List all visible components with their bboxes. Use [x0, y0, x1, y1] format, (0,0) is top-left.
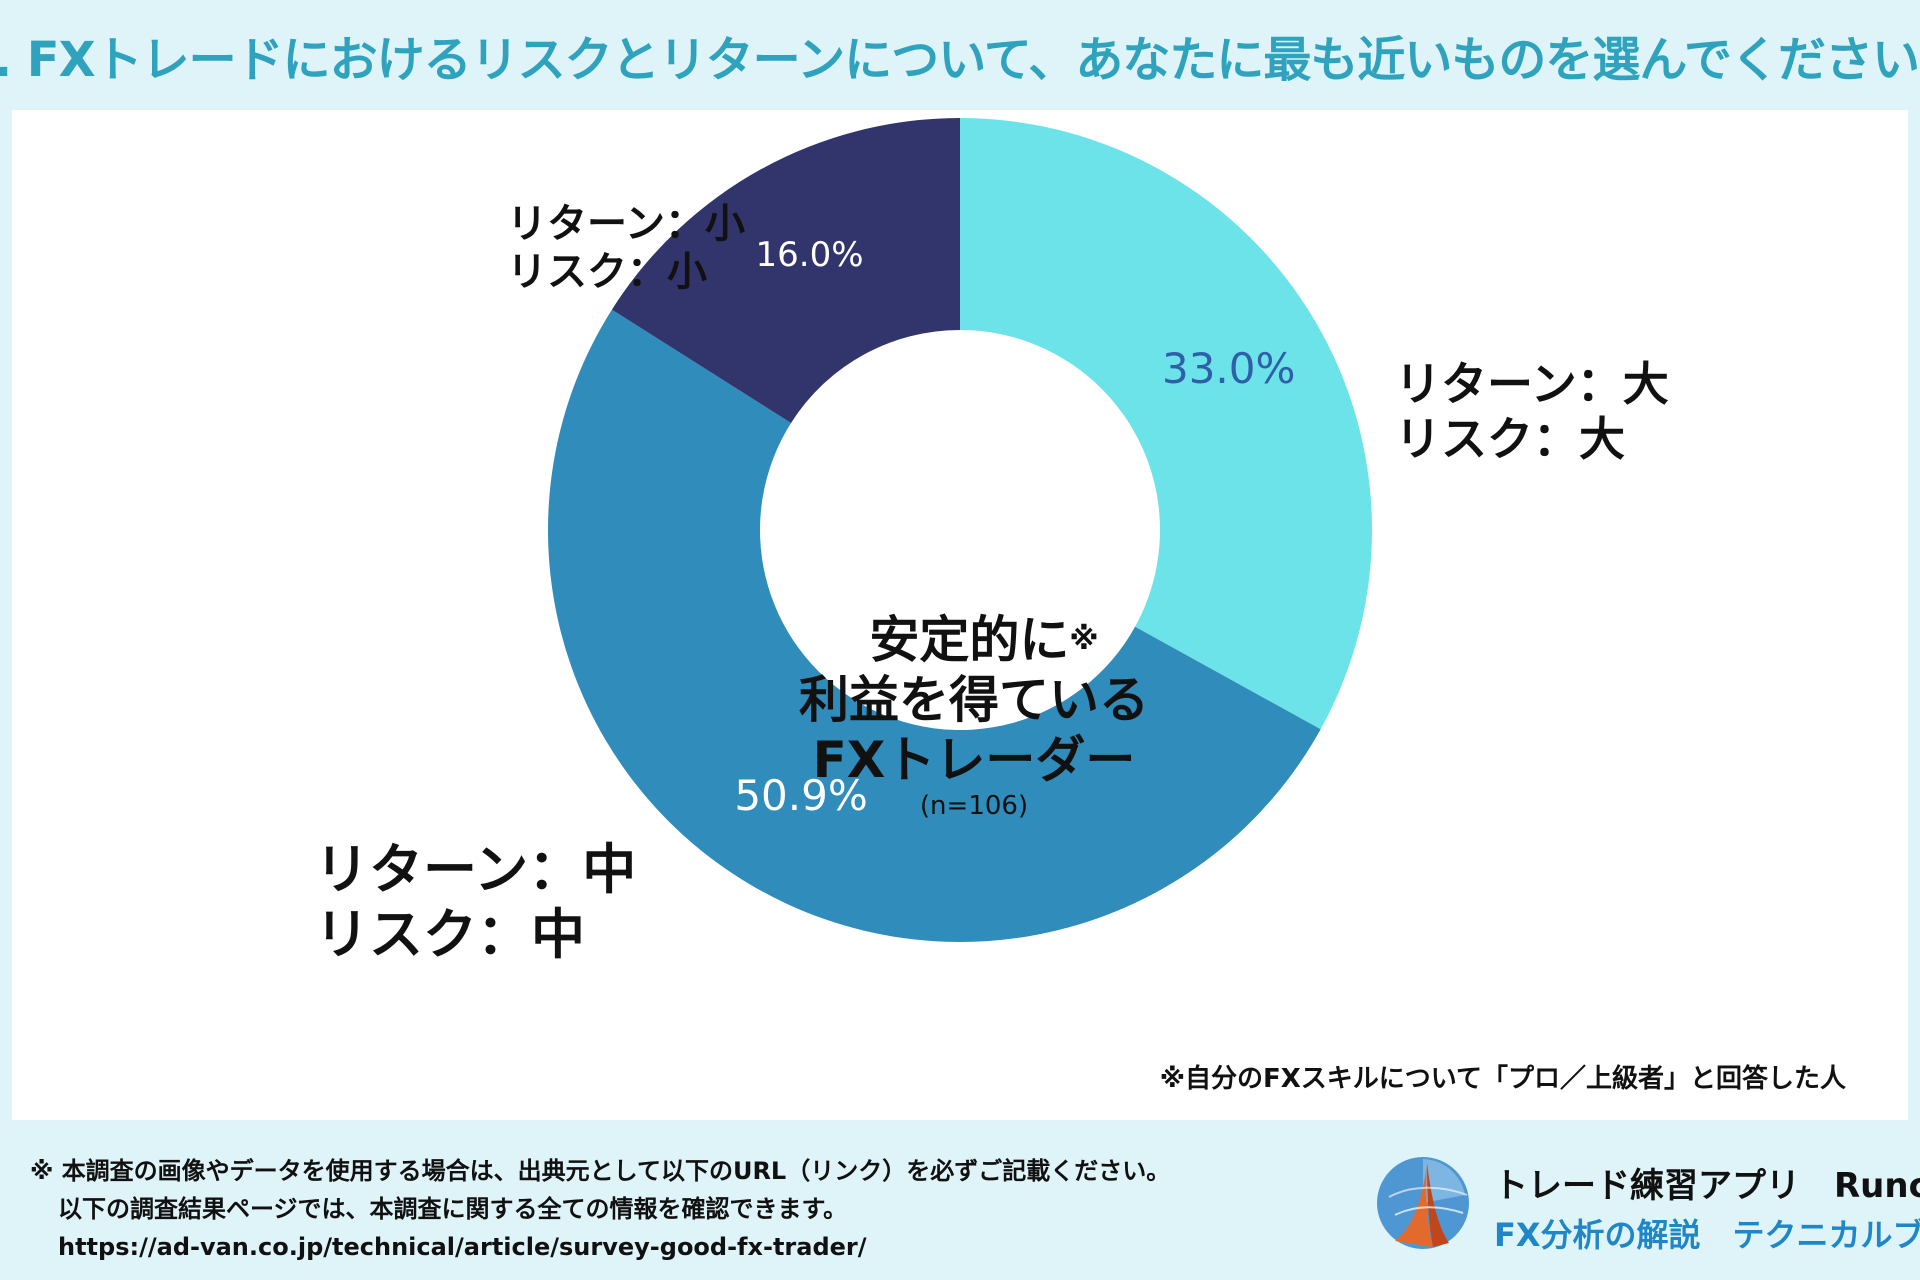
segment-label-mid: リターン：中 リスク：中 [315, 838, 636, 968]
chart-title: Q. FXトレードにおけるリスクとリターンについて、あなたに最も近いものを選んで… [0, 32, 1920, 88]
slice-value-label-large: 33.0% [1162, 344, 1295, 393]
usage-notice-line1: ※ 本調査の画像やデータを使用する場合は、出典元として以下のURL（リンク）を必… [30, 1157, 1171, 1185]
chart-card: 33.0% 50.9% 16.0% リターン：小 リスク：小 リターン：大 リスク：… [12, 110, 1908, 1120]
segment-label-large: リターン：大 リスク：大 [1395, 357, 1669, 467]
donut-chart: 33.0% 50.9% 16.0% [547, 118, 1372, 943]
slice-value-label-mid: 50.9% [734, 771, 867, 820]
brand-name: トレード練習アプリ Runcha [1494, 1166, 1920, 1206]
donut-slice-small [611, 118, 960, 424]
center-line-2: 利益を得ている [799, 671, 1149, 729]
slice-value-label-small: 16.0% [756, 235, 864, 275]
center-line-3: FXトレーダー [812, 731, 1136, 789]
usage-notice-line2: 以下の調査結果ページでは、本調査に関する全ての情報を確認できます。 [58, 1195, 848, 1223]
brand-subtitle: FX分析の解説 テクニカルブック [1494, 1216, 1920, 1254]
segment-label-large-line1: リターン：大 [1395, 357, 1669, 411]
segment-label-small: リターン：小 リスク：小 [507, 200, 745, 296]
source-url-link[interactable]: https://ad-van.co.jp/technical/article/s… [58, 1233, 867, 1261]
sample-size: (n=106) [919, 791, 1029, 821]
center-note-mark: ※ [1069, 622, 1099, 657]
donut-slice-mid [547, 309, 1321, 943]
segment-label-small-line1: リターン：小 [507, 201, 745, 247]
donut-slice-large [960, 118, 1372, 730]
center-line-1: 安定的に [869, 611, 1070, 669]
segment-label-small-line2: リスク：小 [507, 249, 707, 295]
segment-label-mid-line2: リスク：中 [315, 902, 585, 966]
runcha-logo-icon [1377, 1157, 1469, 1249]
segment-label-mid-line1: リターン：中 [315, 838, 637, 901]
usage-notice: ※ 本調査の画像やデータを使用する場合は、出典元として以下のURL（リンク）を必… [30, 1152, 1170, 1266]
donut-center-text: 安定的に※ 利益を得ている FXトレーダー (n=106) [774, 610, 1174, 822]
chart-footnote: ※自分のFXスキルについて「プロ／上級者」と回答した人 [1159, 1064, 1846, 1094]
segment-label-large-line2: リスク：大 [1395, 412, 1625, 467]
